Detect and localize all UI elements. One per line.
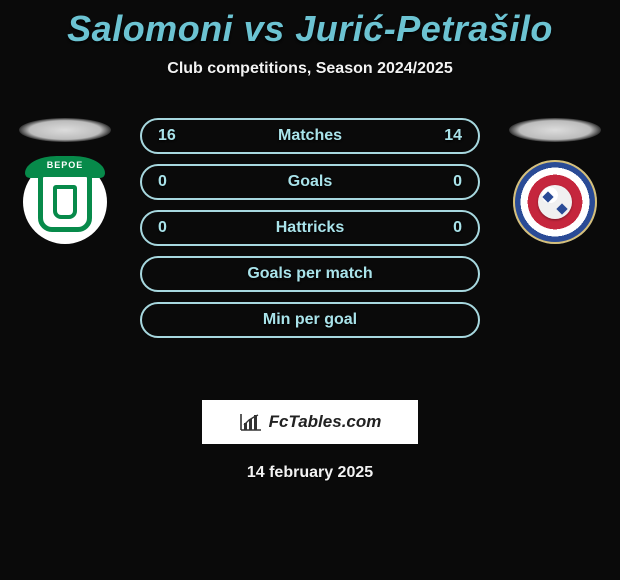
stat-label: Min per goal <box>142 311 478 329</box>
player-silhouette-halo <box>19 118 111 142</box>
stat-row-goals: 0 Goals 0 <box>140 164 480 200</box>
stats-card: Salomoni vs Jurić-Petrašilo Club competi… <box>0 0 620 482</box>
stat-row-goals-per-match: Goals per match <box>140 256 480 292</box>
stat-rows: 16 Matches 14 0 Goals 0 0 Hattricks 0 Go… <box>140 118 480 338</box>
left-club-badge: BEPOE <box>23 160 107 244</box>
stat-right-value: 14 <box>444 127 462 145</box>
page-subtitle: Club competitions, Season 2024/2025 <box>0 60 620 78</box>
stat-row-min-per-goal: Min per goal <box>140 302 480 338</box>
date-text: 14 february 2025 <box>0 464 620 482</box>
page-title: Salomoni vs Jurić-Petrašilo <box>0 8 620 50</box>
stat-left-value: 0 <box>158 219 167 237</box>
shield-icon <box>38 172 92 232</box>
player-silhouette-halo <box>509 118 601 142</box>
brand-attribution[interactable]: FcTables.com <box>202 400 418 444</box>
right-player-column <box>500 118 610 378</box>
brand-text: FcTables.com <box>269 412 382 432</box>
right-club-badge <box>513 160 597 244</box>
ball-icon <box>538 185 572 219</box>
stat-row-hattricks: 0 Hattricks 0 <box>140 210 480 246</box>
stat-label: Matches <box>142 127 478 145</box>
stat-label: Goals <box>142 173 478 191</box>
stat-left-value: 16 <box>158 127 176 145</box>
left-player-column: BEPOE <box>10 118 120 378</box>
stat-right-value: 0 <box>453 173 462 191</box>
stat-row-matches: 16 Matches 14 <box>140 118 480 154</box>
bar-chart-icon <box>239 412 263 432</box>
stat-label: Goals per match <box>142 265 478 283</box>
stat-label: Hattricks <box>142 219 478 237</box>
stat-right-value: 0 <box>453 219 462 237</box>
stat-left-value: 0 <box>158 173 167 191</box>
comparison-area: BEPOE 16 Matches 14 0 Goals 0 0 H <box>0 118 620 378</box>
